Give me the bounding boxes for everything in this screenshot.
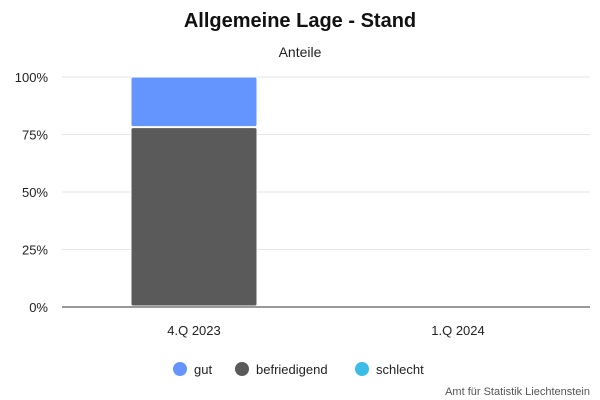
legend-label: schlecht (376, 362, 424, 377)
x-tick-label: 1.Q 2024 (431, 323, 485, 338)
bars (130, 76, 258, 307)
credit-text: Amt für Statistik Liechtenstein (445, 386, 590, 398)
chart-title: Allgemeine Lage - Stand (184, 10, 416, 32)
legend-label: gut (194, 362, 212, 377)
legend-item-schlecht[interactable]: schlecht (355, 362, 424, 377)
y-tick-label: 0% (29, 300, 48, 315)
y-tick-label: 75% (22, 128, 48, 143)
y-tick-label: 25% (22, 243, 48, 258)
legend-item-befriedigend[interactable]: befriedigend (235, 362, 328, 377)
y-axis-ticks: 0% 25% 50% 75% 100% (15, 70, 49, 315)
legend-marker (173, 362, 187, 376)
legend-marker (235, 362, 249, 376)
legend-marker (355, 362, 369, 376)
bar-gut[interactable] (130, 76, 258, 128)
legend: gut befriedigend schlecht (173, 362, 424, 377)
chart-subtitle: Anteile (279, 44, 322, 60)
legend-item-gut[interactable]: gut (173, 362, 212, 377)
x-tick-label: 4.Q 2023 (167, 323, 221, 338)
y-tick-label: 100% (15, 70, 49, 85)
bar-befriedigend[interactable] (130, 127, 258, 307)
x-axis-ticks: 4.Q 2023 1.Q 2024 (167, 323, 485, 338)
y-tick-label: 50% (22, 185, 48, 200)
legend-label: befriedigend (256, 362, 328, 377)
